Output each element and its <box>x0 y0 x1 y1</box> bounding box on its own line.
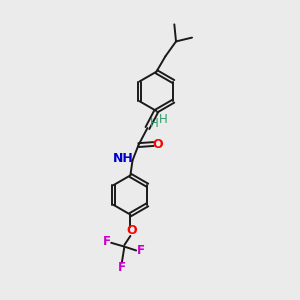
Text: NH: NH <box>112 152 133 165</box>
Text: H: H <box>149 117 158 130</box>
Text: O: O <box>153 137 164 151</box>
Text: F: F <box>136 244 144 257</box>
Text: O: O <box>127 224 137 237</box>
Text: H: H <box>158 113 167 126</box>
Text: F: F <box>118 262 126 275</box>
Text: F: F <box>103 235 111 248</box>
